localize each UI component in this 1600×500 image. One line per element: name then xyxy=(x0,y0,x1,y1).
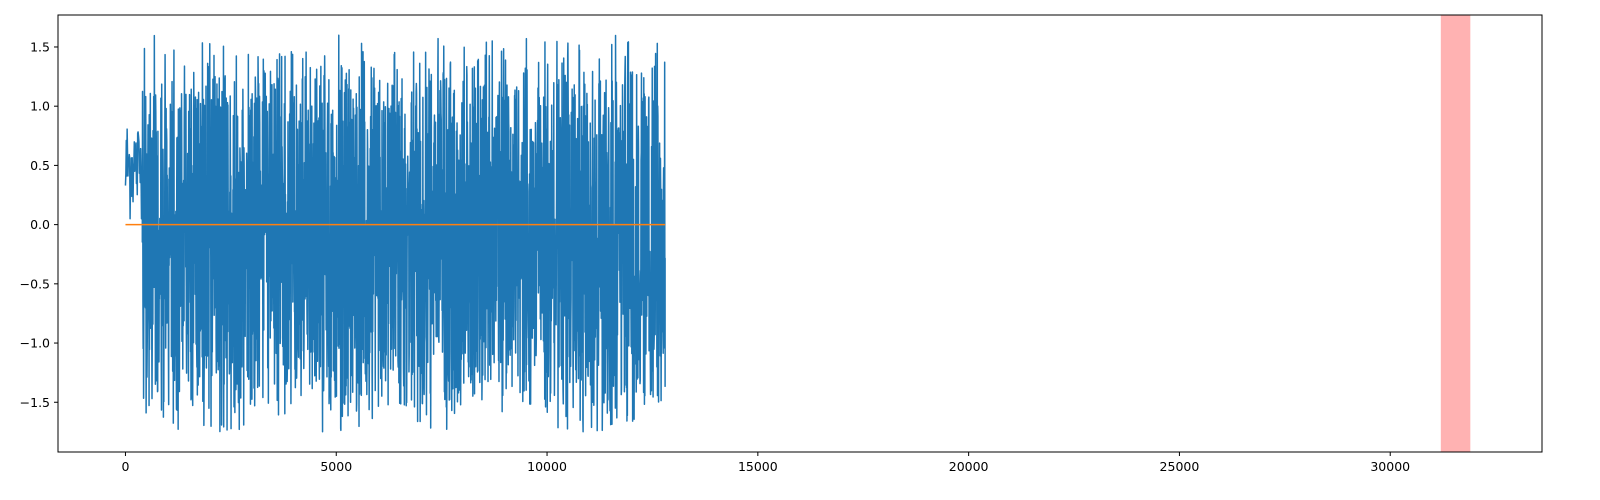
x-tick-label: 30000 xyxy=(1370,459,1410,474)
y-tick-label: −0.5 xyxy=(20,276,50,291)
shaded-region xyxy=(1440,15,1471,452)
x-tick-label: 5000 xyxy=(320,459,352,474)
x-tick-label: 10000 xyxy=(527,459,567,474)
y-tick-label: 0.5 xyxy=(30,158,50,173)
x-axis: 0 5000 10000 15000 20000 25000 30000 xyxy=(121,452,1410,474)
x-tick-label: 25000 xyxy=(1160,459,1200,474)
y-tick-label: 1.0 xyxy=(30,99,50,114)
x-tick-label: 15000 xyxy=(738,459,778,474)
plot-area xyxy=(124,15,1471,452)
y-tick-label: −1.5 xyxy=(20,395,50,410)
series-line-blue xyxy=(124,34,666,433)
y-tick-label: 1.5 xyxy=(30,39,50,54)
y-tick-label: −1.0 xyxy=(20,336,50,351)
y-axis: −1.5 −1.0 −0.5 0.0 0.5 1.0 1.5 xyxy=(20,39,58,410)
x-tick-label: 0 xyxy=(121,459,129,474)
y-tick-label: 0.0 xyxy=(30,217,50,232)
x-tick-label: 20000 xyxy=(949,459,989,474)
axes-frame xyxy=(57,14,1543,453)
